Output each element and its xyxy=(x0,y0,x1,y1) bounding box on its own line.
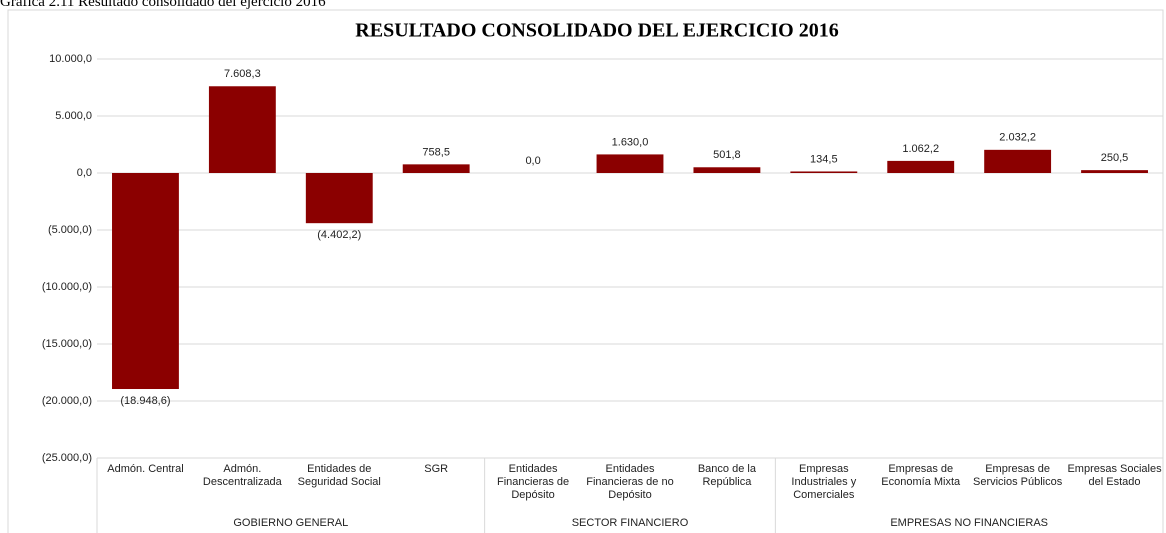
x-tick-label: Admón. Descentralizada xyxy=(202,463,282,488)
data-label: 7.608,3 xyxy=(224,68,261,80)
bar xyxy=(208,86,276,173)
x-tick-label: Admón. Central xyxy=(107,463,184,475)
x-tick-label: Entidades de Seguridad Social xyxy=(297,463,381,488)
y-tick-label: (10.000,0) xyxy=(42,281,92,293)
x-tick-label: Empresas de Economía Mixta xyxy=(881,463,961,488)
x-tick-label: Empresas Sociales del Estado xyxy=(1067,463,1162,488)
x-tick-label: SGR xyxy=(424,463,449,475)
x-tick-label: Entidades Financieras de Depósito xyxy=(497,463,570,501)
chart-title: RESULTADO CONSOLIDADO DEL EJERCICIO 2016 xyxy=(355,20,838,42)
bar xyxy=(112,173,179,390)
bar xyxy=(790,171,858,173)
x-tick-label: Empresas Industriales y Comerciales xyxy=(791,463,857,501)
chart-frame xyxy=(7,9,1164,533)
y-tick-label: (20.000,0) xyxy=(42,395,92,407)
group-label: GOBIERNO GENERAL xyxy=(233,517,349,529)
x-tick-label: Banco de la República xyxy=(697,463,756,488)
bar xyxy=(305,173,373,224)
data-label: (4.402,2) xyxy=(317,229,361,241)
caption: Gráfica 2.11 Resultado consolidado del e… xyxy=(0,0,326,10)
data-label: 250,5 xyxy=(1101,152,1129,164)
data-label: 0,0 xyxy=(525,155,540,167)
data-label: 1.630,0 xyxy=(612,136,649,148)
data-label: 501,8 xyxy=(713,149,741,161)
bar xyxy=(887,160,955,173)
y-tick-label: (25.000,0) xyxy=(42,452,92,464)
bar xyxy=(596,154,664,173)
y-tick-label: 0,0 xyxy=(77,167,92,179)
data-label: 758,5 xyxy=(422,146,450,158)
data-label: 2.032,2 xyxy=(999,132,1036,144)
y-tick-label: 5.000,0 xyxy=(55,110,92,122)
y-tick-label: 10.000,0 xyxy=(49,53,92,65)
bar xyxy=(984,149,1052,173)
data-label: 1.062,2 xyxy=(902,143,939,155)
y-tick-label: (5.000,0) xyxy=(48,224,92,236)
bar xyxy=(1081,170,1148,173)
data-label: (18.948,6) xyxy=(120,395,170,407)
y-tick-label: (15.000,0) xyxy=(42,338,92,350)
group-label: SECTOR FINANCIERO xyxy=(571,517,689,529)
x-tick-label: Empresas de Servicios Públicos xyxy=(972,463,1063,488)
bar xyxy=(402,164,470,173)
bar xyxy=(693,167,761,173)
data-label: 134,5 xyxy=(810,153,838,165)
x-tick-label: Entidades Financieras de no Depósito xyxy=(586,463,674,501)
group-label: EMPRESAS NO FINANCIERAS xyxy=(890,517,1049,529)
